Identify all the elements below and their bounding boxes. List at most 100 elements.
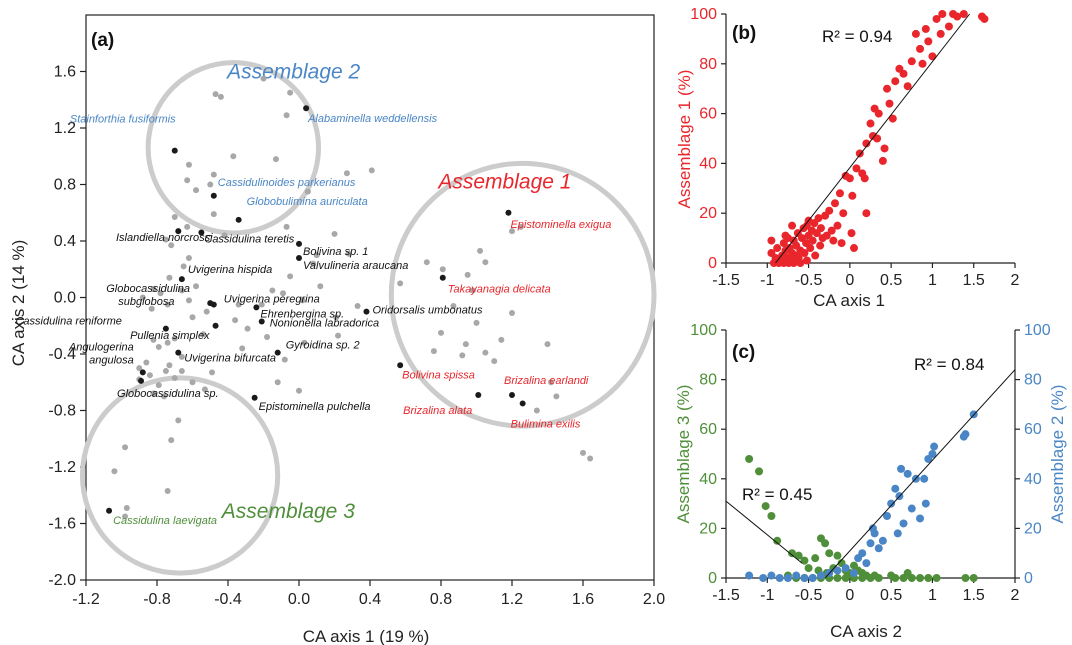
species-label: Cassidulina teretis bbox=[204, 234, 294, 246]
sample-point bbox=[301, 339, 308, 346]
sample-point bbox=[207, 181, 214, 188]
panel-c-fit-line-assemblage2 bbox=[824, 369, 1016, 579]
species-label: Valvulineria araucana bbox=[303, 260, 408, 272]
panel-c-point-assemblage3 bbox=[833, 574, 842, 582]
sample-point bbox=[498, 336, 505, 343]
panel-b-point bbox=[918, 59, 927, 68]
sample-point bbox=[150, 336, 157, 343]
panel-b-point bbox=[802, 256, 811, 265]
panel-b-point bbox=[862, 209, 871, 218]
panel-b-xtick-label: 1.5 bbox=[963, 272, 985, 289]
panel-b-point bbox=[980, 14, 989, 23]
panel-c-point-assemblage3 bbox=[870, 571, 879, 580]
panel-b-point bbox=[796, 259, 805, 267]
sample-point bbox=[155, 382, 162, 389]
panel-c-point-assemblage3 bbox=[755, 467, 764, 476]
panel-c-point-assemblage2 bbox=[858, 549, 867, 558]
panel-c-point-assemblage2 bbox=[916, 514, 925, 523]
sample-point bbox=[491, 358, 498, 365]
panel-b-point bbox=[822, 231, 831, 240]
species-label: Pullenia simplex bbox=[130, 330, 210, 342]
species-point bbox=[178, 276, 185, 283]
panel-b-point bbox=[936, 29, 945, 38]
sample-point bbox=[203, 308, 210, 315]
species-label: Cassidulina reniforme bbox=[15, 316, 121, 328]
panel-b-point bbox=[885, 99, 894, 108]
panel-b-point bbox=[788, 221, 797, 230]
sample-point bbox=[368, 167, 375, 174]
sample-point bbox=[221, 232, 228, 239]
sample-point bbox=[239, 345, 246, 352]
panel-b-point bbox=[880, 144, 889, 153]
panel-c-point-assemblage2 bbox=[961, 430, 970, 439]
sample-point bbox=[171, 335, 178, 342]
panel-b-point bbox=[938, 10, 947, 18]
panel-c-point-assemblage2 bbox=[878, 536, 887, 545]
panel-b-point bbox=[874, 109, 883, 118]
panel-a-label: (a) bbox=[91, 30, 114, 51]
panel-c-point-assemblage2 bbox=[745, 571, 754, 580]
panel-c-point-assemblage2 bbox=[866, 539, 875, 548]
panel-b-point bbox=[883, 84, 892, 93]
panel-c-xtick-label: 0 bbox=[845, 587, 854, 604]
assemblage-circle bbox=[145, 60, 322, 236]
panel-c-point-assemblage2 bbox=[874, 544, 883, 553]
species-point bbox=[258, 318, 265, 325]
panel-b-point bbox=[816, 224, 825, 233]
panel-b-xtick-label: 0.5 bbox=[880, 272, 902, 289]
panel-b-point bbox=[866, 119, 875, 128]
sample-point bbox=[178, 287, 185, 294]
panel-c-point-assemblage2 bbox=[930, 442, 939, 451]
sample-point bbox=[184, 177, 191, 184]
sample-point bbox=[201, 386, 208, 393]
sample-point bbox=[166, 362, 173, 369]
assemblage-circle bbox=[388, 160, 657, 429]
sample-point bbox=[185, 297, 192, 304]
sample-point bbox=[244, 325, 251, 332]
panel-b-point bbox=[825, 206, 834, 215]
sample-point bbox=[122, 513, 129, 520]
panel-b-point bbox=[789, 259, 798, 267]
panel-b-point bbox=[873, 134, 882, 143]
species-label: Alabaminella weddellensis bbox=[307, 113, 438, 125]
sample-point bbox=[185, 161, 192, 168]
panel-c-point-assemblage2 bbox=[897, 464, 906, 473]
panel-c-point-assemblage3 bbox=[932, 574, 941, 582]
panel-c-point-assemblage2 bbox=[903, 469, 912, 478]
sample-point bbox=[136, 365, 143, 372]
species-point bbox=[235, 216, 242, 223]
panel-c-point-assemblage3 bbox=[804, 564, 813, 573]
panel-c-r2-green: R² = 0.45 bbox=[742, 485, 812, 504]
panel-c-point-assemblage3 bbox=[833, 551, 842, 560]
sample-point bbox=[517, 223, 524, 230]
sample-point bbox=[260, 75, 267, 82]
sample-point bbox=[162, 367, 169, 374]
sample-point bbox=[180, 263, 187, 270]
sample-point bbox=[193, 187, 200, 194]
panel-b-ytick-label: 40 bbox=[699, 155, 717, 172]
panel-b-point bbox=[827, 226, 836, 235]
species-label: Cassidulinoides parkerianus bbox=[218, 177, 356, 189]
panel-c-ytick-label-right: 100 bbox=[1024, 322, 1051, 339]
panel-c-point-assemblage2 bbox=[907, 504, 916, 513]
sample-point bbox=[150, 390, 157, 397]
sample-point bbox=[331, 230, 338, 237]
assemblage-circle bbox=[79, 375, 281, 576]
panel-b-ytick-label: 0 bbox=[708, 255, 717, 272]
panel-b-xtick-label: -0.5 bbox=[795, 272, 823, 289]
panel-c-ytick-label-left: 100 bbox=[690, 322, 717, 339]
panel-b-point bbox=[921, 24, 930, 33]
species-label: Uvigerina bifurcata bbox=[184, 353, 276, 365]
species-point bbox=[212, 322, 219, 329]
panel-c-fit-line-assemblage3 bbox=[725, 500, 803, 564]
panel-c-point-assemblage2 bbox=[775, 574, 784, 582]
panel-c-point-assemblage2 bbox=[808, 574, 817, 582]
panel-b-point bbox=[806, 244, 815, 253]
sample-point bbox=[155, 343, 162, 350]
sample-point bbox=[200, 331, 207, 338]
panel-c-point-assemblage2 bbox=[893, 529, 902, 538]
sample-point bbox=[258, 301, 265, 308]
sample-point bbox=[123, 504, 130, 511]
sample-point bbox=[423, 259, 430, 266]
sample-point bbox=[139, 294, 146, 301]
